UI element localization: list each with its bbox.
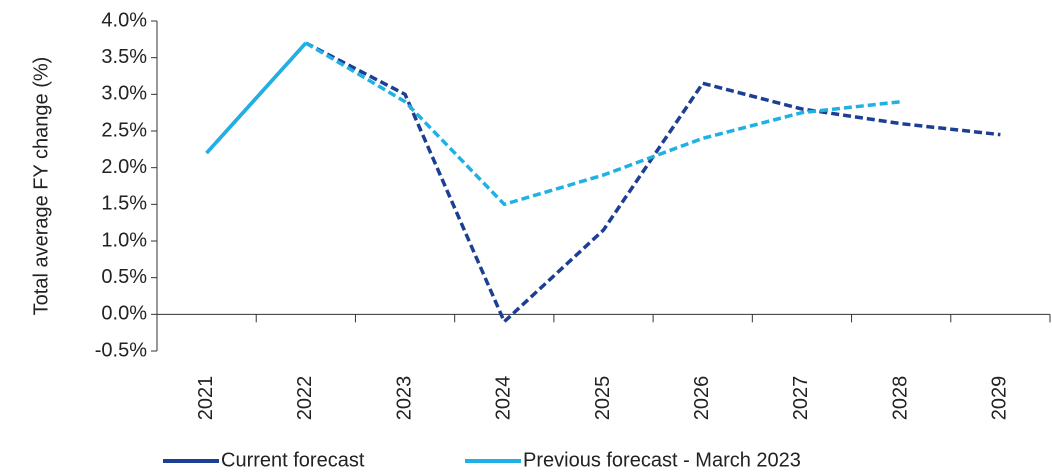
- y-tick-label: 3.0%: [101, 83, 147, 105]
- y-tick-label: 1.0%: [101, 229, 147, 251]
- x-tick-label: 2029: [989, 376, 1011, 421]
- y-tick-label: 0.0%: [101, 303, 147, 325]
- legend-label: Previous forecast - March 2023: [523, 449, 801, 471]
- y-tick-label: 4.0%: [101, 9, 147, 31]
- legend-label: Current forecast: [221, 449, 365, 471]
- y-tick-label: 1.5%: [101, 193, 147, 215]
- y-axis-label: Total average FY change (%): [30, 57, 52, 316]
- x-tick-label: 2023: [393, 376, 415, 421]
- x-tick-label: 2025: [592, 376, 614, 421]
- y-tick-label: -0.5%: [95, 339, 147, 361]
- x-tick-label: 2021: [195, 376, 217, 421]
- x-tick-label: 2026: [691, 376, 713, 421]
- y-tick-label: 2.5%: [101, 119, 147, 141]
- y-tick-label: 0.5%: [101, 266, 147, 288]
- series-line: [205, 40, 902, 207]
- x-tick-label: 2028: [889, 376, 911, 421]
- y-tick-label: 3.5%: [101, 46, 147, 68]
- x-tick-label: 2024: [493, 376, 515, 421]
- x-tick-label: 2027: [790, 376, 812, 421]
- y-tick-label: 2.0%: [101, 156, 147, 178]
- series-line: [205, 40, 1001, 325]
- x-tick-label: 2022: [294, 376, 316, 421]
